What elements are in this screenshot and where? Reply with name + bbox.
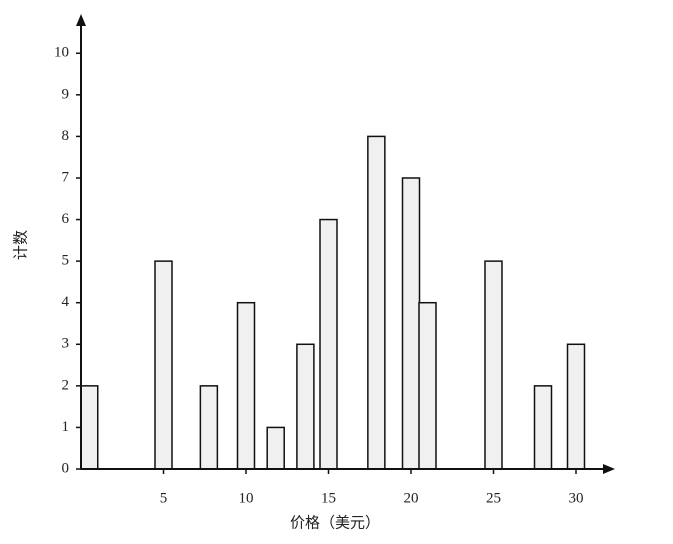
x-axis-arrow [603, 464, 615, 474]
y-tick-label: 10 [54, 45, 69, 61]
x-tick-label: 30 [569, 490, 584, 506]
x-tick-label: 20 [404, 490, 419, 506]
x-tick-label: 15 [321, 490, 336, 506]
y-tick-label: 1 [62, 419, 70, 435]
bar [418, 301, 437, 470]
bar [154, 260, 173, 470]
bar [236, 301, 256, 470]
y-tick-label: 4 [62, 294, 70, 310]
y-tick-label: 6 [62, 211, 70, 227]
x-tick-label: 10 [239, 490, 254, 506]
bar [80, 385, 99, 470]
bar [319, 218, 338, 470]
bar [367, 135, 386, 470]
y-tick-label: 0 [62, 460, 70, 476]
y-tick-label: 8 [62, 128, 70, 144]
x-axis-label: 价格（美元） [290, 514, 380, 531]
bar [566, 343, 586, 470]
bar [533, 385, 553, 470]
bar [484, 260, 503, 470]
bar [199, 385, 219, 470]
bar [296, 343, 315, 470]
x-tick-label: 25 [486, 490, 501, 506]
y-tick-label: 2 [62, 377, 70, 393]
bar [266, 426, 285, 470]
y-axis-label: 计数 [12, 230, 29, 260]
y-tick-label: 7 [62, 169, 70, 185]
bar [401, 177, 421, 470]
y-tick-label: 3 [62, 336, 70, 352]
x-tick-label: 5 [160, 490, 168, 506]
y-tick-label: 5 [62, 253, 70, 269]
y-tick-label: 9 [62, 86, 70, 102]
y-axis-arrow [76, 14, 86, 26]
